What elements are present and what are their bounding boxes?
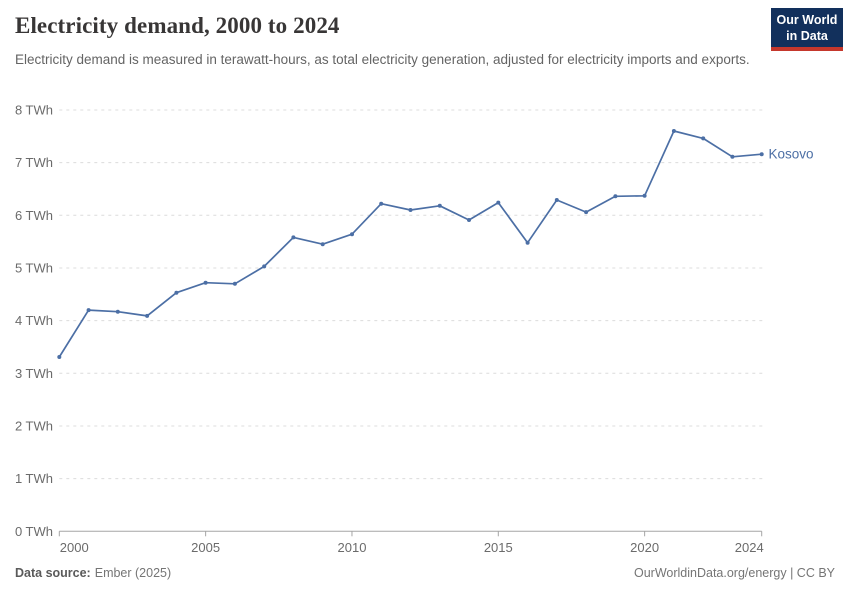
x-tick-label: 2000 [60,540,89,555]
x-tick-label: 2015 [484,540,513,555]
series-label-kosovo[interactable]: Kosovo [769,147,814,162]
y-tick-label: 5 TWh [15,260,53,275]
y-tick-label: 7 TWh [15,155,53,170]
data-point-2021[interactable] [671,129,676,133]
y-tick-label: 4 TWh [15,313,53,328]
x-tick-label: 2005 [191,540,220,555]
data-point-2009[interactable] [320,242,325,247]
y-tick-label: 2 TWh [15,418,53,433]
logo-line-2: in Data [786,29,828,43]
data-point-2023[interactable] [730,154,735,159]
chart-footer: Data source: Ember (2025) OurWorldinData.… [15,566,835,580]
data-point-2000[interactable] [57,355,62,359]
data-point-2020[interactable] [642,193,647,198]
data-point-2001[interactable] [86,308,91,313]
x-tick-label: 2020 [630,540,659,555]
y-tick-label: 6 TWh [15,208,53,223]
data-point-2004[interactable] [174,290,179,295]
data-point-2011[interactable] [379,201,384,206]
data-source-label: Data source: [15,566,91,580]
data-source-value: Ember (2025) [94,566,172,580]
logo-line-1: Our World [776,13,838,27]
data-source: Data source: Ember (2025) [15,566,171,580]
data-point-2008[interactable] [291,235,296,240]
credit-link[interactable]: OurWorldinData.org/energy | CC BY [633,566,835,580]
y-tick-label: 8 TWh [15,102,53,117]
x-tick-label: 2024 [735,540,764,555]
data-point-2012[interactable] [408,208,413,212]
data-point-2006[interactable] [232,281,237,286]
data-point-2024[interactable] [759,152,764,157]
data-point-2016[interactable] [525,240,530,245]
data-point-2002[interactable] [115,309,120,314]
data-point-2022[interactable] [701,136,706,141]
series-line-kosovo[interactable] [58,130,762,358]
data-point-2010[interactable] [350,232,354,237]
data-point-2015[interactable] [496,200,501,205]
owid-logo[interactable]: Our World in Data [771,8,843,51]
y-tick-label: 0 TWh [15,524,53,539]
chart-title: Electricity demand, 2000 to 2024 [15,13,340,38]
data-point-2013[interactable] [437,203,442,208]
data-point-2019[interactable] [613,194,618,199]
data-point-2003[interactable] [145,313,150,318]
data-point-2007[interactable] [262,264,267,269]
y-tick-label: 1 TWh [15,471,53,486]
data-point-2018[interactable] [584,210,589,215]
data-point-2017[interactable] [554,198,559,202]
x-tick-label: 2010 [338,540,367,555]
data-point-2005[interactable] [203,280,208,285]
y-tick-label: 3 TWh [15,366,53,381]
chart-subtitle: Electricity demand is measured in terawa… [15,52,750,67]
data-point-2014[interactable] [467,218,471,222]
